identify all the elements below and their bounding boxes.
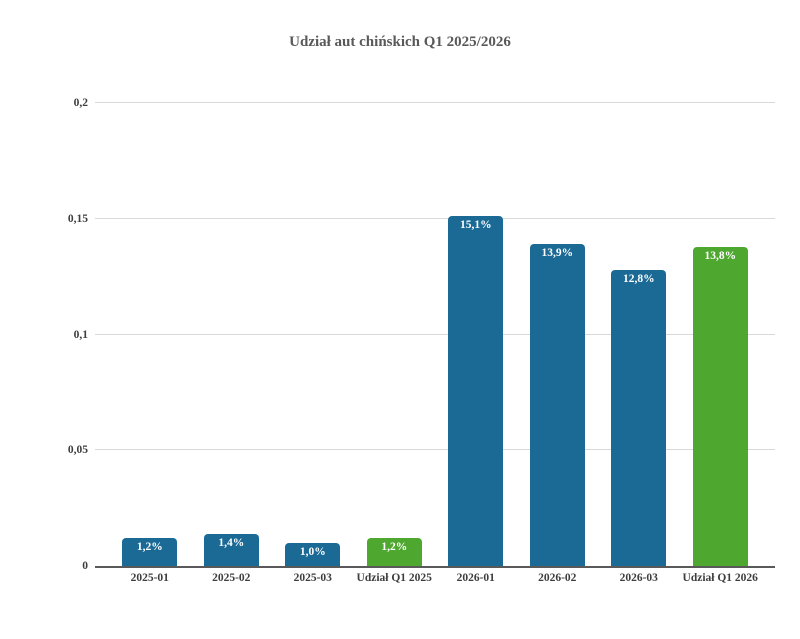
- bar-value-label: 1,0%: [299, 545, 326, 558]
- x-axis-category-label: Udział Q1 2026: [682, 572, 758, 584]
- bar-slot: 13,8%: [680, 103, 762, 566]
- bar-Udział Q1 2026: 13,8%: [692, 246, 748, 566]
- bar-2026-03: 12,8%: [611, 269, 667, 566]
- gridline: [95, 102, 775, 103]
- bar-value-label: 15,1%: [459, 219, 492, 232]
- plot-area: 1,2% 1,4% 1,0% 1,2% 15,1% 13,9% 12,8% 13,8%: [95, 102, 775, 568]
- y-axis-tick-label: 0,1: [73, 328, 88, 341]
- gridline: [95, 449, 775, 451]
- bar-Udział Q1 2025: 1,2%: [366, 538, 422, 566]
- y-axis-tick-label: 0,15: [67, 212, 88, 225]
- bar-slot: 1,2%: [354, 103, 436, 566]
- bar-value-label: 1,2%: [381, 541, 408, 554]
- bar-slot: 12,8%: [598, 103, 680, 566]
- bar-2025-03: 1,0%: [285, 542, 341, 566]
- x-axis-category-label: Udział Q1 2025: [356, 572, 432, 584]
- bar-value-label: 13,8%: [704, 249, 737, 262]
- x-axis: 2025-01 2025-02 2025-03 Udział Q1 2025 2026-…: [95, 572, 775, 584]
- y-axis-tick-label: 0: [82, 560, 88, 572]
- x-axis-category-label: 2026-03: [619, 572, 658, 584]
- bars-row: 1,2% 1,4% 1,0% 1,2% 15,1% 13,9% 12,8% 13,8%: [95, 103, 775, 566]
- y-axis-tick-label: 0,2: [73, 97, 88, 109]
- bar-slot: 1,2%: [109, 103, 191, 566]
- y-axis: 0 0,05 0,1 0,15 0,2: [0, 97, 88, 572]
- y-axis-tick-label: 0,05: [67, 444, 88, 457]
- bar-2026-01: 15,1%: [448, 216, 504, 566]
- bar-slot: 13,9%: [517, 103, 599, 566]
- chart-title: Udział aut chińskich Q1 2025/2026: [289, 34, 511, 50]
- x-axis-category-label: 2025-01: [130, 572, 169, 584]
- bar-value-label: 13,9%: [541, 247, 574, 260]
- gridline: [95, 217, 775, 219]
- bar-slot: 1,0%: [272, 103, 354, 566]
- bar-slot: 1,4%: [191, 103, 273, 566]
- bar-value-label: 1,4%: [218, 536, 245, 549]
- bar-value-label: 1,2%: [136, 541, 163, 554]
- x-axis-category-label: 2026-01: [456, 572, 495, 584]
- gridline: [95, 333, 775, 335]
- x-axis-category-label: 2025-02: [212, 572, 251, 584]
- bar-slot: 15,1%: [435, 103, 517, 566]
- x-axis-category-label: 2025-03: [293, 572, 332, 584]
- x-axis-category-label: 2026-02: [538, 572, 577, 584]
- bar-2026-02: 13,9%: [529, 244, 585, 566]
- bar-2025-02: 1,4%: [203, 533, 259, 566]
- bar-value-label: 12,8%: [622, 272, 655, 285]
- bar-2025-01: 1,2%: [122, 538, 178, 566]
